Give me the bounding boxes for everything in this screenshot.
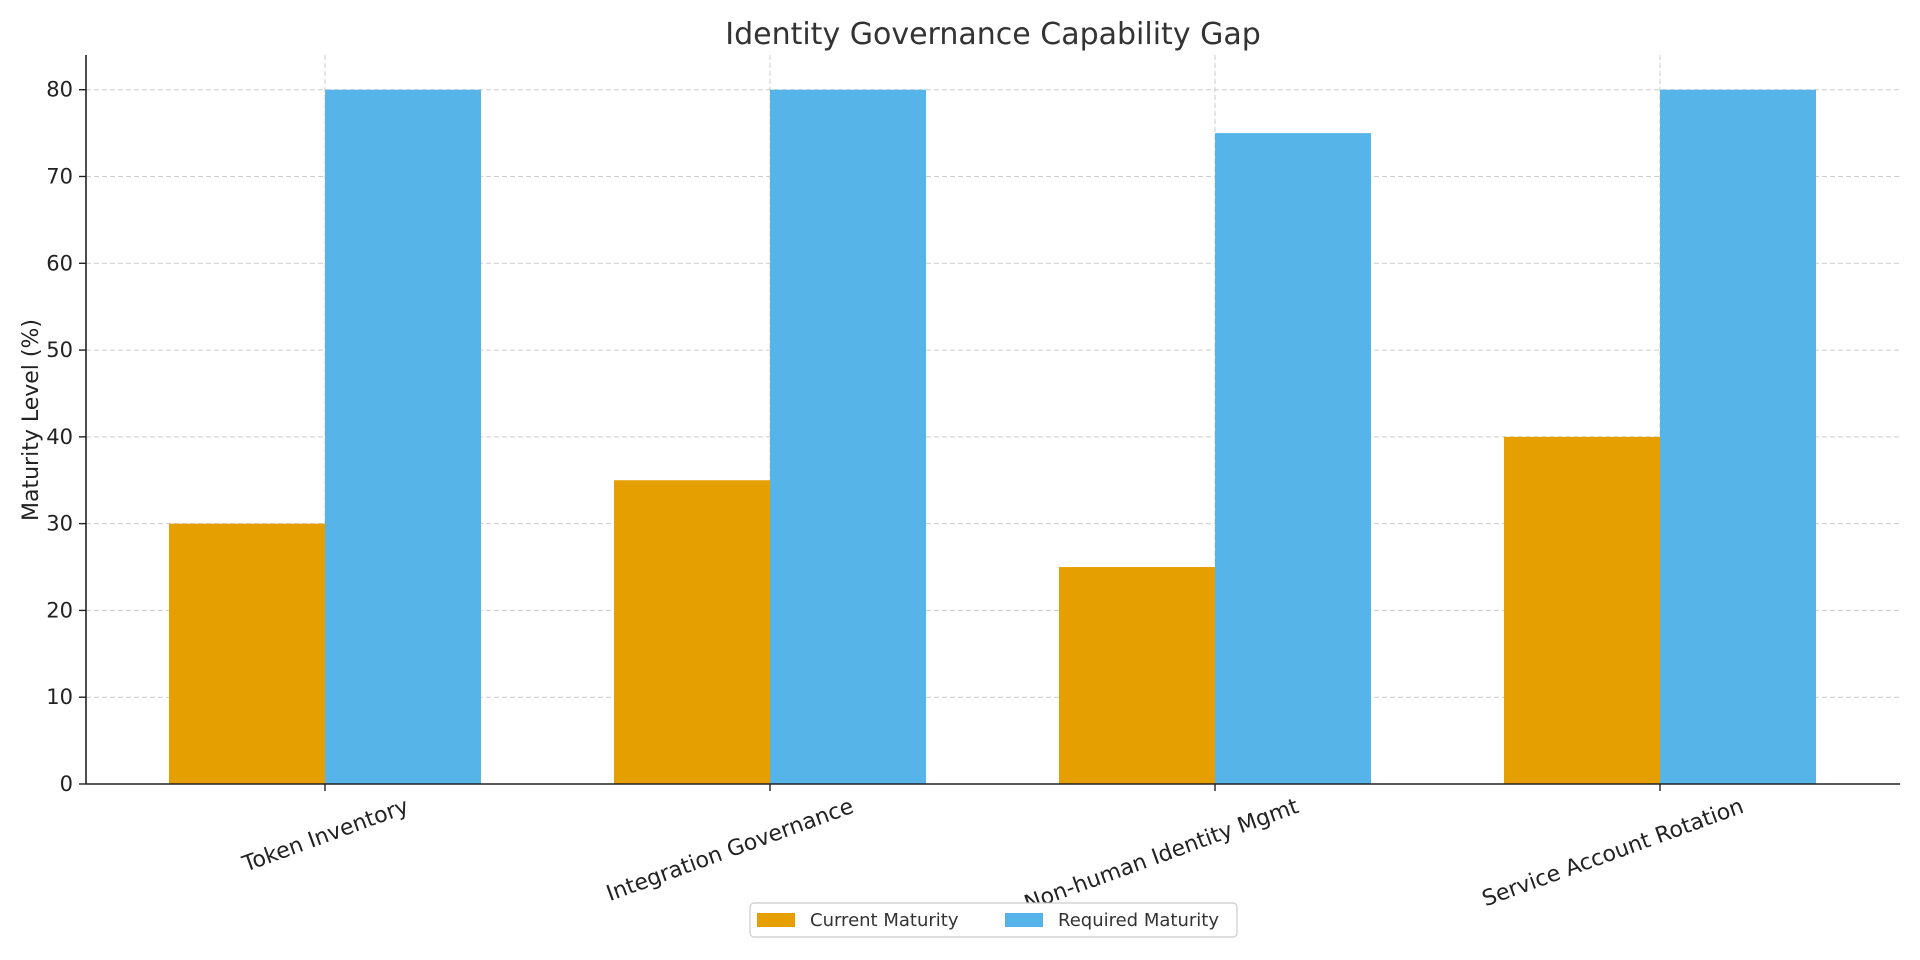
- y-tick-label-60: 60: [46, 251, 73, 275]
- x-category-label-0: Token Inventory: [238, 794, 412, 878]
- x-category-label-2: Non-human Identity Mgmt: [1021, 794, 1302, 917]
- x-category-label-1: Integration Governance: [603, 794, 857, 907]
- bar-current-0: [169, 523, 325, 784]
- x-category-labels: Token Inventory Integration Governance Non…: [238, 794, 1747, 917]
- legend[interactable]: Current Maturity Required Maturity: [749, 902, 1238, 938]
- bar-current-3: [1504, 436, 1660, 784]
- y-tick-label-10: 10: [46, 685, 73, 709]
- y-tick-label-20: 20: [46, 598, 73, 622]
- bar-required-2: [1215, 133, 1371, 784]
- y-tick-label-50: 50: [46, 338, 73, 362]
- bars: [169, 89, 1816, 784]
- y-tick-label-40: 40: [46, 425, 73, 449]
- bar-required-3: [1660, 89, 1816, 784]
- y-tick-label-70: 70: [46, 165, 73, 189]
- legend-label-required[interactable]: Required Maturity: [1058, 910, 1219, 931]
- x-category-label-3: Service Account Rotation: [1479, 794, 1747, 912]
- bar-current-1: [614, 480, 770, 784]
- y-axis-label: Maturity Level (%): [19, 319, 44, 521]
- y-tick-label-30: 30: [46, 512, 73, 536]
- legend-swatch-required: [1005, 913, 1043, 927]
- bar-required-1: [770, 89, 926, 784]
- y-ticks: 0 10 20 30 40 50 60 70 80: [46, 78, 86, 796]
- bar-current-2: [1059, 567, 1215, 784]
- legend-frame: [749, 902, 1238, 938]
- y-tick-label-0: 0: [60, 772, 73, 796]
- legend-swatch-current: [757, 913, 795, 927]
- y-tick-label-80: 80: [46, 78, 73, 102]
- chart-title: Identity Governance Capability Gap: [725, 17, 1261, 52]
- bar-required-0: [325, 89, 481, 784]
- legend-label-current[interactable]: Current Maturity: [810, 910, 959, 931]
